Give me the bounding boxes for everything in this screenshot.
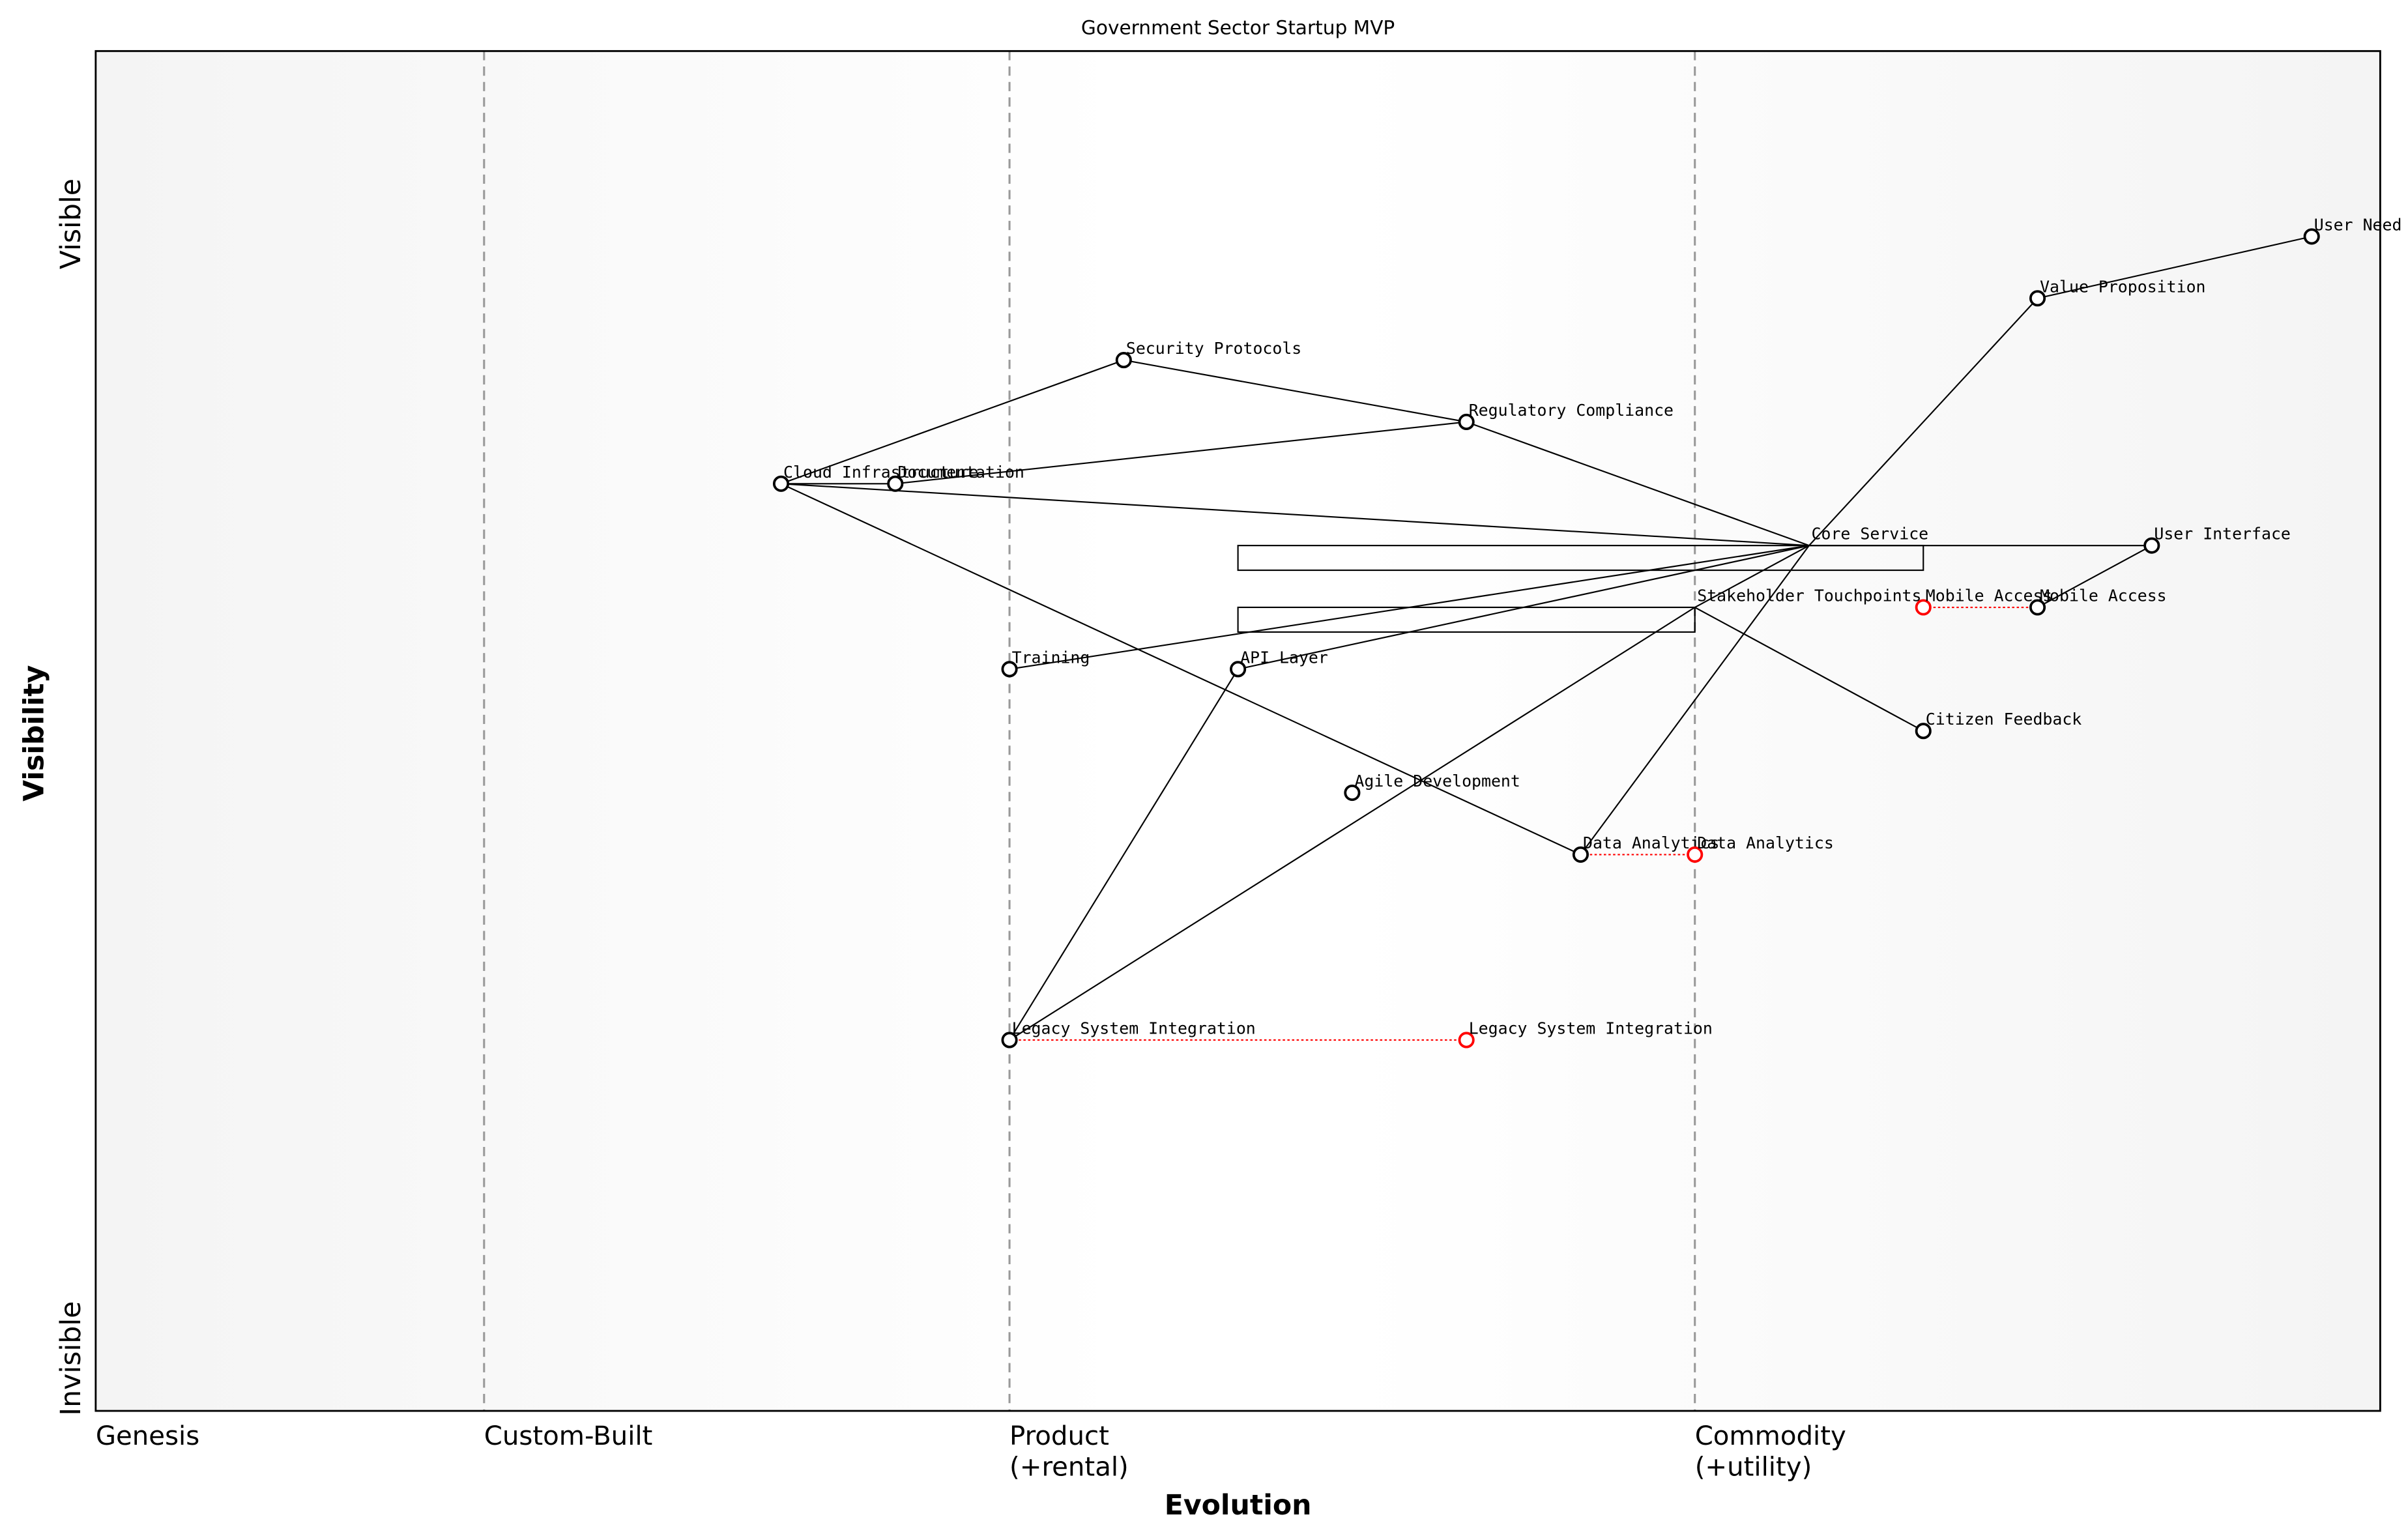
link — [1124, 359, 1467, 423]
evolved-label: Mobile Access — [1926, 586, 2053, 605]
link — [781, 483, 1581, 856]
component — [1915, 723, 1932, 740]
link — [1694, 607, 1924, 732]
link — [1694, 545, 1810, 608]
x-axis-label: Evolution — [1165, 1489, 1312, 1522]
pipeline — [1237, 606, 1696, 633]
pipeline — [1237, 545, 1924, 572]
component-label: Documentation — [897, 463, 1024, 482]
x-tick-label: Product (+rental) — [1009, 1421, 1129, 1482]
component — [1344, 785, 1361, 802]
evolved-component — [1915, 599, 1932, 616]
component-label: Training — [1012, 648, 1090, 667]
component — [1458, 413, 1475, 431]
link — [1808, 298, 2038, 546]
link — [895, 421, 1467, 485]
evolved-label: Data Analytics — [1697, 833, 1834, 852]
link — [1009, 607, 1696, 1041]
link — [2037, 235, 2312, 299]
component — [2029, 290, 2046, 307]
y-bottom-label: Invisible — [55, 1301, 87, 1416]
component-label: API Layer — [1240, 648, 1328, 667]
component — [1001, 661, 1018, 678]
component-label: Regulatory Compliance — [1469, 401, 1674, 420]
component-label: Security Protocols — [1126, 339, 1301, 358]
x-tick-label: Custom-Built — [484, 1421, 653, 1451]
plot-background — [95, 51, 2381, 1411]
component — [772, 475, 790, 492]
component-label: User Need — [2314, 215, 2402, 234]
component-label: Core Service — [1812, 525, 1929, 543]
component — [2029, 599, 2046, 616]
evolved-label: Legacy System Integration — [1469, 1019, 1713, 1037]
component-label: Mobile Access — [2040, 586, 2167, 605]
component — [2303, 228, 2320, 245]
component — [1115, 352, 1132, 369]
component — [887, 475, 904, 492]
component-label: Agile Development — [1354, 772, 1520, 790]
component-label: Legacy System Integration — [1012, 1019, 1256, 1037]
link — [1466, 421, 1810, 547]
evolved-component — [1458, 1032, 1475, 1049]
y-axis-label: Visibility — [18, 665, 50, 802]
link — [1009, 545, 1810, 670]
link — [781, 483, 1810, 547]
x-tick-label: Commodity (+utility) — [1695, 1421, 1846, 1482]
evolved-component — [1687, 846, 1704, 863]
component-label: User Interface — [2154, 525, 2291, 543]
plot-frame — [94, 50, 2381, 1412]
component-label: Cloud Infrastructure — [783, 463, 978, 482]
component-label: Stakeholder Touchpoints — [1697, 586, 1921, 605]
component-label: Value Proposition — [2040, 277, 2205, 296]
chart-title: Government Sector Startup MVP — [1081, 16, 1395, 38]
component — [2143, 537, 2160, 554]
x-tick-label: Genesis — [96, 1421, 199, 1451]
link — [1580, 545, 1810, 856]
component — [1001, 1032, 1018, 1049]
y-top-label: Visible — [55, 179, 87, 269]
component-label: Citizen Feedback — [1926, 710, 2082, 729]
link — [2037, 545, 2153, 608]
link — [1009, 669, 1239, 1041]
link — [781, 359, 1124, 485]
link — [1238, 545, 1810, 670]
component — [1572, 846, 1589, 863]
component — [1230, 661, 1247, 678]
